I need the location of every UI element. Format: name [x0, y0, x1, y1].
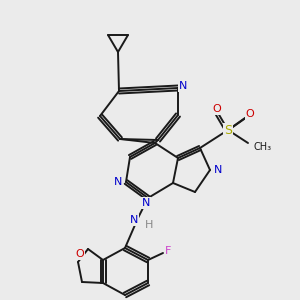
Text: O: O	[213, 104, 221, 114]
Text: N: N	[142, 198, 150, 208]
Text: F: F	[165, 246, 171, 256]
Text: O: O	[246, 109, 254, 119]
Text: N: N	[179, 81, 187, 91]
Text: O: O	[76, 249, 84, 259]
Text: N: N	[114, 177, 122, 187]
Text: N: N	[130, 215, 138, 225]
Text: H: H	[145, 220, 153, 230]
Text: CH₃: CH₃	[254, 142, 272, 152]
Text: N: N	[214, 165, 222, 175]
Text: S: S	[224, 124, 232, 136]
